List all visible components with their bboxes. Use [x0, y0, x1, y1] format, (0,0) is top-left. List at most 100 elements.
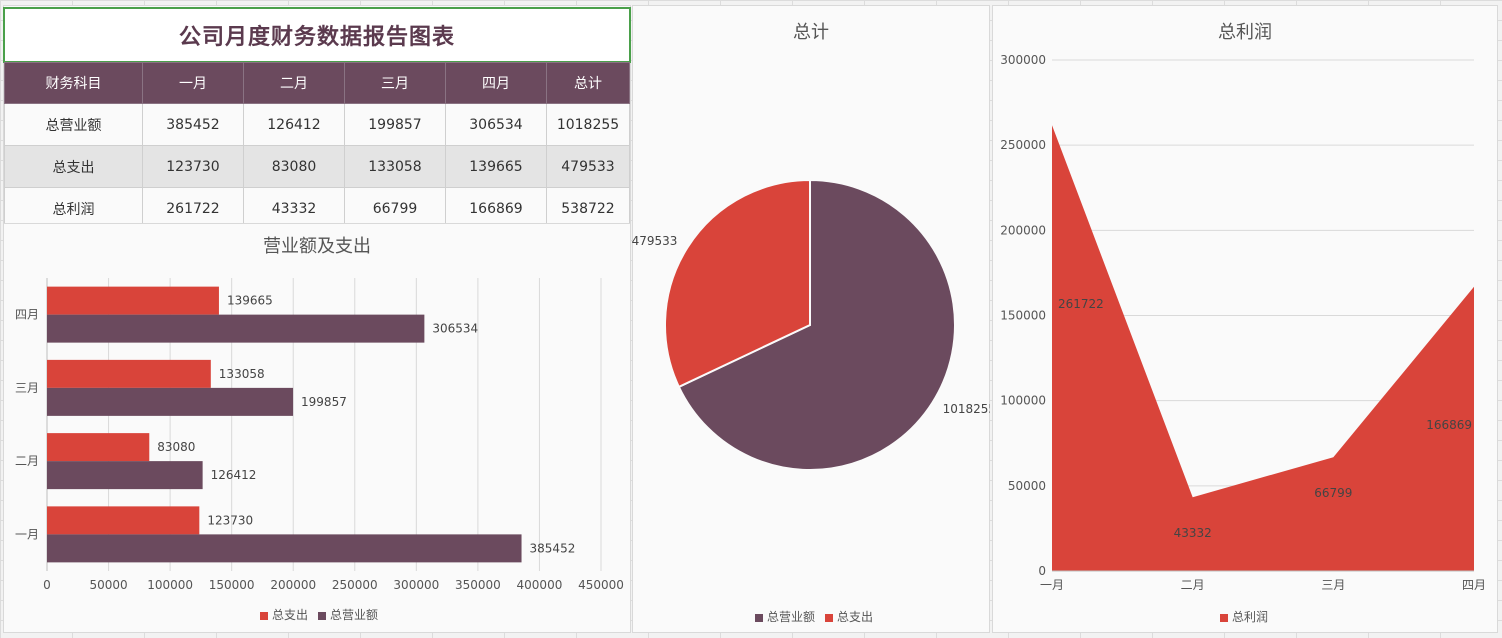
x-tick-label: 350000 — [455, 578, 501, 592]
x-tick-label: 50000 — [89, 578, 127, 592]
area-series — [1052, 125, 1474, 571]
table-cell[interactable]: 43332 — [243, 187, 345, 230]
x-tick-label: 450000 — [578, 578, 624, 592]
legend-label: 总支出 — [272, 608, 309, 622]
bar-chart-legend: 总支出 总营业额 — [260, 606, 378, 623]
bar — [47, 461, 203, 490]
y-tick-label: 四月 — [15, 308, 39, 322]
x-tick-label: 0 — [43, 578, 51, 592]
table-cell[interactable]: 479533 — [546, 145, 630, 188]
table-row: 总支出 123730 83080 133058 139665 479533 — [4, 145, 630, 188]
bar-value-label: 306534 — [432, 322, 478, 336]
pie-slice — [664, 178, 811, 389]
bar-chart: 0 50000 100000 150000 200000 250000 300000 3500… — [15, 278, 624, 592]
table-header-cell[interactable]: 财务科目 — [4, 62, 143, 104]
bar-value-label: 123730 — [207, 513, 253, 527]
report-title[interactable]: 公司月度财务数据报告图表 — [3, 7, 631, 63]
table-header-row: 财务科目 一月 二月 三月 四月 总计 — [4, 62, 630, 104]
table-cell[interactable]: 83080 — [243, 145, 345, 188]
x-tick-label: 四月 — [1462, 578, 1486, 592]
bar-value-label: 385452 — [530, 541, 576, 555]
bar-value-label: 139665 — [227, 294, 273, 308]
pie-value-label: 1018255 — [943, 402, 990, 416]
table-header-cell[interactable]: 三月 — [344, 62, 446, 104]
bar — [47, 433, 150, 462]
x-tick-label: 250000 — [332, 578, 378, 592]
table-header-cell[interactable]: 二月 — [243, 62, 345, 104]
legend-item-expense[interactable]: 总支出 — [825, 608, 873, 625]
legend-swatch-revenue — [318, 611, 327, 620]
legend-label: 总营业额 — [330, 608, 379, 622]
y-tick-label: 250000 — [1000, 138, 1046, 152]
y-tick-label: 50000 — [1008, 479, 1046, 493]
bar — [47, 387, 294, 416]
table-row: 总营业额 385452 126412 199857 306534 1018255 — [4, 103, 630, 146]
area-chart: 0 50000 100000 150000 200000 250000 300000 一月 二月… — [1000, 53, 1486, 592]
pie-chart-title: 总计 — [793, 22, 829, 43]
area-value-label: 261722 — [1058, 297, 1104, 311]
table-cell[interactable]: 139665 — [445, 145, 547, 188]
table-header-cell[interactable]: 一月 — [142, 62, 244, 104]
table-cell[interactable]: 133058 — [344, 145, 446, 188]
x-tick-label: 三月 — [1321, 578, 1345, 592]
area-chart-title: 总利润 — [1218, 22, 1272, 43]
bar — [47, 534, 522, 563]
table-cell[interactable]: 306534 — [445, 103, 547, 146]
x-tick-label: 200000 — [270, 578, 316, 592]
y-tick-label: 300000 — [1000, 53, 1046, 67]
table-header-cell[interactable]: 总计 — [546, 62, 630, 104]
bar — [47, 286, 219, 315]
legend-label: 总利润 — [1232, 610, 1269, 624]
bar — [47, 359, 211, 388]
table-cell[interactable]: 1018255 — [546, 103, 630, 146]
y-tick-label: 100000 — [1000, 394, 1046, 408]
bar-value-label: 126412 — [211, 468, 257, 482]
x-tick-label: 100000 — [147, 578, 193, 592]
y-tick-label: 0 — [1038, 564, 1046, 578]
legend-swatch-profit — [1220, 613, 1228, 622]
pie-chart: 1018255 479533 — [632, 178, 990, 471]
area-value-label: 66799 — [1314, 486, 1352, 500]
pie-slice — [677, 178, 956, 471]
x-tick-label: 150000 — [209, 578, 255, 592]
bar — [47, 506, 200, 535]
table-cell[interactable]: 199857 — [344, 103, 446, 146]
legend-item-expense[interactable]: 总支出 — [260, 606, 308, 623]
y-tick-label: 一月 — [15, 527, 39, 541]
legend-item-revenue[interactable]: 总营业额 — [755, 608, 815, 625]
y-tick-label: 三月 — [15, 381, 39, 395]
legend-item-revenue[interactable]: 总营业额 — [318, 606, 378, 623]
bar-chart-title: 营业额及支出 — [263, 236, 371, 257]
y-tick-label: 150000 — [1000, 309, 1046, 323]
table-cell[interactable]: 126412 — [243, 103, 345, 146]
legend-label: 总营业额 — [767, 610, 816, 624]
finance-table: 财务科目 一月 二月 三月 四月 总计 总营业额 385452 126412 1… — [4, 62, 630, 230]
pie-chart-legend: 总营业额 总支出 — [755, 608, 873, 625]
table-header-cell[interactable]: 四月 — [445, 62, 547, 104]
bar — [47, 314, 425, 343]
y-tick-label: 二月 — [15, 454, 39, 468]
x-tick-label: 一月 — [1040, 578, 1064, 592]
table-cell[interactable]: 538722 — [546, 187, 630, 230]
bar-value-label: 133058 — [219, 367, 265, 381]
legend-label: 总支出 — [837, 610, 874, 624]
legend-swatch-expense — [260, 611, 268, 620]
legend-swatch-expense — [825, 613, 834, 622]
area-value-label: 43332 — [1174, 526, 1212, 540]
pie-value-label: 479533 — [632, 234, 677, 248]
table-row: 总利润 261722 43332 66799 166869 538722 — [4, 187, 630, 230]
table-cell[interactable]: 总支出 — [4, 145, 143, 188]
x-tick-label: 300000 — [393, 578, 439, 592]
table-cell[interactable]: 123730 — [142, 145, 244, 188]
table-cell[interactable]: 总营业额 — [4, 103, 143, 146]
area-value-label: 166869 — [1426, 418, 1472, 432]
x-tick-label: 400000 — [517, 578, 563, 592]
bar-value-label: 199857 — [301, 395, 347, 409]
y-tick-label: 200000 — [1000, 223, 1046, 237]
x-tick-label: 二月 — [1181, 578, 1205, 592]
table-cell[interactable]: 385452 — [142, 103, 244, 146]
legend-item-profit[interactable]: 总利润 — [1220, 608, 1268, 625]
bar-value-label: 83080 — [157, 440, 195, 454]
table-cell[interactable]: 261722 — [142, 187, 244, 230]
legend-swatch-revenue — [755, 613, 763, 622]
